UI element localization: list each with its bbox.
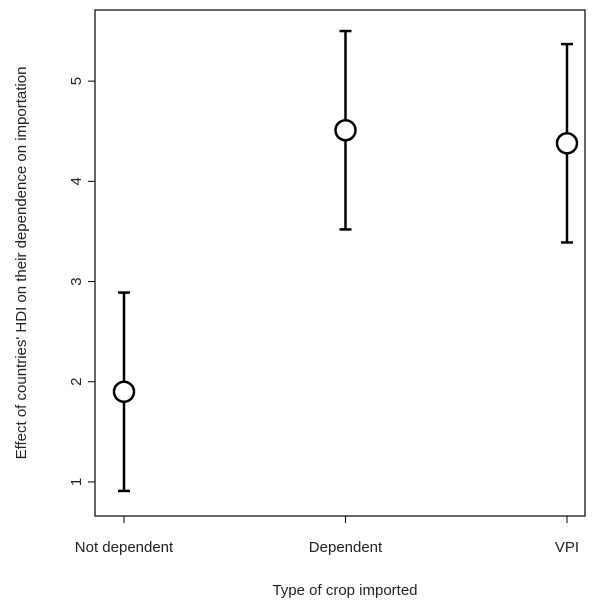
- x-tick-label: Dependent: [309, 539, 383, 556]
- point: [555, 132, 579, 155]
- x-tick-label: VPI: [555, 539, 579, 556]
- y-tick-label: 1: [68, 478, 85, 486]
- point: [334, 118, 357, 142]
- y-axis-label: Effect of countries' HDI on their depend…: [13, 67, 30, 460]
- y-tick-label: 4: [68, 177, 85, 185]
- y-tick-label: 3: [68, 277, 85, 285]
- x-tick-label: Not dependent: [75, 539, 174, 556]
- plot-frame: [94, 9, 586, 517]
- y-tick-label: 2: [68, 378, 85, 386]
- point: [112, 380, 136, 404]
- x-axis-label: Type of crop imported: [272, 582, 417, 599]
- y-tick-label: 5: [68, 77, 85, 85]
